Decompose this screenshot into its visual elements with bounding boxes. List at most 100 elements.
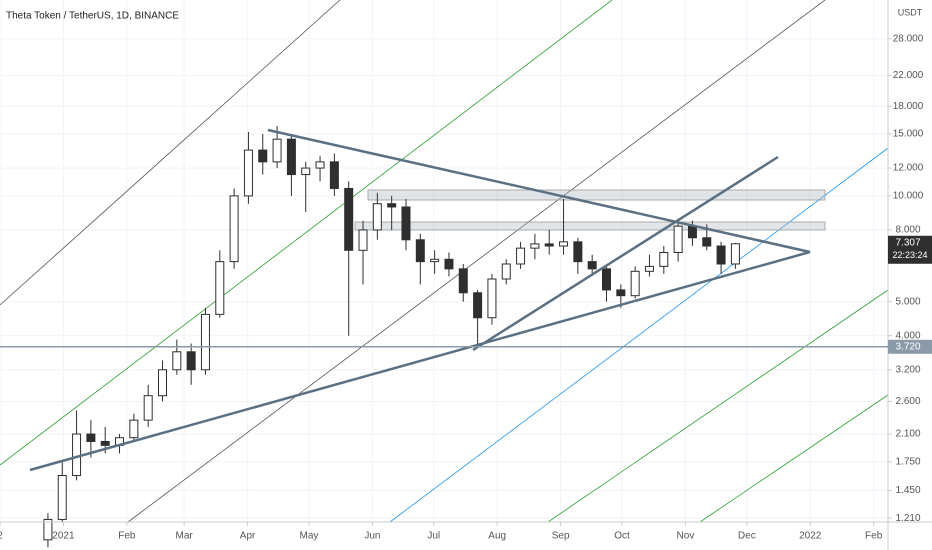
- candle-body: [559, 241, 569, 247]
- candle-body: [616, 289, 626, 297]
- candle-body: [72, 433, 82, 477]
- candle-body: [444, 258, 454, 270]
- candle-body: [487, 278, 497, 319]
- x-tick-label: Apr: [240, 531, 256, 542]
- candle-body: [458, 268, 468, 294]
- candle-body: [143, 395, 153, 421]
- candle-body: [286, 138, 296, 176]
- candle-body: [702, 237, 712, 247]
- candle-body: [358, 229, 368, 251]
- x-tick-label: 2021: [52, 531, 75, 542]
- y-tick-label: 4.000: [895, 330, 920, 341]
- candle-body: [687, 225, 697, 239]
- trendline: [29, 250, 811, 472]
- channel-line: [389, 147, 889, 523]
- candle-body: [200, 313, 210, 371]
- candle-body: [430, 258, 440, 263]
- candle-body: [372, 203, 382, 231]
- y-tick-label: 1.210: [895, 513, 920, 524]
- candle-body: [258, 149, 268, 163]
- candle-body: [516, 247, 526, 265]
- level-label: 3.720: [895, 341, 920, 352]
- candle-body: [43, 518, 53, 541]
- x-tick-label: 2: [0, 531, 3, 542]
- x-tick-label: 2022: [799, 531, 822, 542]
- chart-title: Theta Token / TetherUS, 1D, BINANCE: [6, 11, 179, 22]
- channel-line: [699, 394, 889, 523]
- candle-body: [387, 203, 397, 208]
- candle-body: [129, 419, 139, 439]
- x-tick-label: May: [300, 531, 319, 542]
- candle-body: [573, 241, 583, 263]
- candle-body: [716, 245, 726, 265]
- y-tick-label: 28.000: [893, 33, 924, 44]
- x-tick-label: Feb: [118, 531, 136, 542]
- currency-label: USDT: [898, 7, 923, 17]
- y-tick-label: 2.100: [895, 429, 920, 440]
- x-tick-label: Nov: [677, 531, 695, 542]
- level-label-bg: [888, 339, 932, 354]
- candle-body: [644, 265, 654, 272]
- candle-body: [673, 225, 683, 254]
- candle-body: [730, 243, 740, 265]
- trendline: [472, 155, 779, 352]
- candle-body: [415, 239, 425, 263]
- candle-body: [602, 268, 612, 291]
- x-tick-label: Mar: [176, 531, 194, 542]
- last-price-bg: [888, 235, 932, 264]
- x-tick-label: Sep: [552, 531, 570, 542]
- candle-body: [186, 351, 196, 371]
- candle-body: [243, 149, 253, 197]
- candle-body: [329, 161, 339, 189]
- candles: [43, 126, 740, 548]
- candle-body: [344, 187, 354, 251]
- candle-body: [630, 270, 640, 297]
- plot-area: [0, 0, 888, 522]
- trendline: [267, 128, 811, 254]
- channel-line: [0, 0, 613, 466]
- candle-body: [215, 261, 225, 315]
- x-tick-label: Dec: [738, 531, 756, 542]
- candle-body: [473, 292, 483, 319]
- candle-body: [57, 475, 67, 520]
- channel-line: [0, 0, 341, 306]
- x-tick-label: Aug: [488, 531, 506, 542]
- y-tick-label: 2.600: [895, 396, 920, 407]
- channel-line: [547, 289, 889, 523]
- last-price-label: 7.307: [895, 237, 920, 248]
- candle-body: [659, 252, 669, 267]
- drawings: [0, 0, 889, 523]
- zone: [354, 221, 826, 231]
- y-tick-label: 12.000: [893, 163, 924, 174]
- candle-body: [587, 261, 597, 270]
- candle-body: [501, 263, 511, 280]
- y-tick-label: 22.000: [893, 70, 924, 81]
- candle-body: [272, 138, 282, 163]
- y-tick-label: 15.000: [893, 129, 924, 140]
- candle-body: [530, 243, 540, 249]
- y-tick-label: 1.750: [895, 457, 920, 468]
- candle-body: [100, 440, 110, 446]
- x-tick-label: Feb: [865, 531, 883, 542]
- y-tick-label: 10.000: [893, 191, 924, 202]
- y-tick-label: 3.200: [895, 364, 920, 375]
- candle-body: [86, 433, 96, 442]
- y-tick-label: 5.000: [895, 296, 920, 307]
- candle-body: [401, 206, 411, 241]
- x-tick-label: Jul: [427, 531, 440, 542]
- zone: [367, 189, 826, 201]
- candle-body: [158, 369, 168, 397]
- candle-body: [315, 161, 325, 169]
- y-tick-label: 8.000: [895, 225, 920, 236]
- candle-body: [544, 243, 554, 247]
- y-tick-label: 1.450: [895, 485, 920, 496]
- countdown-label: 22:23:24: [892, 250, 927, 260]
- x-tick-label: Oct: [614, 531, 630, 542]
- y-tick-label: 18.000: [893, 101, 924, 112]
- x-tick-label: Jun: [364, 531, 380, 542]
- channel-line: [127, 0, 826, 523]
- trendlines: [29, 128, 811, 472]
- candle-body: [229, 195, 239, 263]
- candle-body: [172, 351, 182, 371]
